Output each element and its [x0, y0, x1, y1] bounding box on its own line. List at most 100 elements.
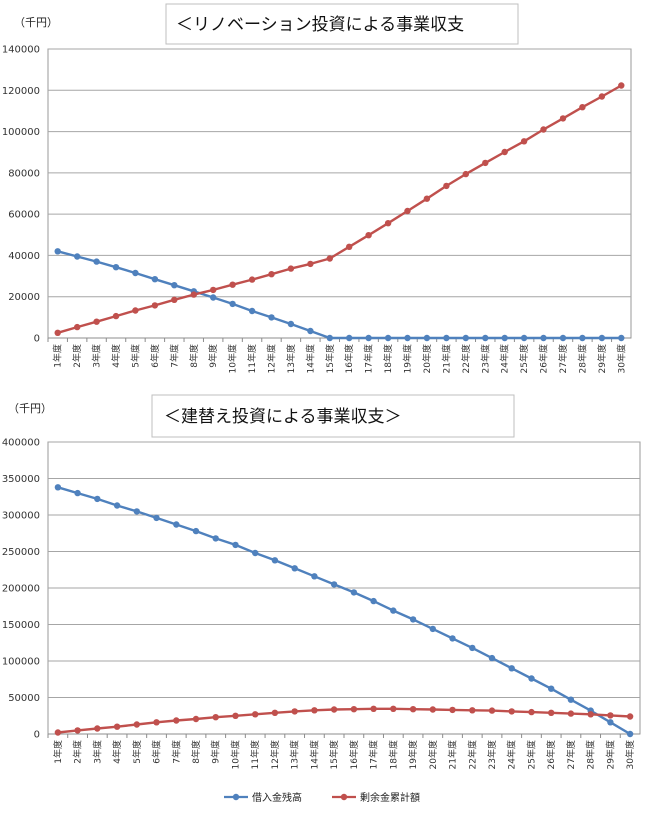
c1-y-tick-label: 80000: [8, 168, 40, 179]
c2-x-tick-label: 7年度: [170, 740, 182, 764]
c2-y-tick-label: 350000: [2, 474, 40, 485]
c1-series-0-point: [307, 327, 314, 335]
c2-series-1-point: [429, 706, 436, 713]
c2-series-0-point: [133, 508, 140, 515]
c1-series-0-point: [443, 334, 450, 342]
c2-series-0-point: [469, 644, 476, 652]
c1-x-tick-label: 16年度: [343, 344, 355, 373]
c2-series-1-point: [390, 705, 397, 712]
c1-series-0-point: [365, 334, 372, 342]
c1-series-0-point: [346, 334, 353, 342]
c1-series-1-point: [229, 281, 236, 288]
c2-y-tick-label: 150000: [2, 620, 40, 631]
c1-y-tick-label: 20000: [8, 292, 40, 303]
c2-y-tick-label: 50000: [8, 693, 40, 704]
c1-series-0-point: [54, 248, 61, 255]
c2-series-1-point: [370, 705, 377, 712]
c1-y-tick-label: 100000: [2, 127, 40, 138]
c2-series-1-point: [153, 719, 160, 726]
c2-series-1-point: [74, 727, 81, 734]
c1-series-1-point: [74, 323, 81, 331]
c1-series-0-point: [482, 334, 489, 342]
c1-series-1-point: [598, 93, 606, 100]
c1-series-0-point: [501, 334, 508, 342]
c1-series-0-point: [112, 264, 120, 271]
c1-x-tick-label: 14年度: [304, 344, 316, 373]
c1-x-tick-label: 7年度: [168, 344, 180, 368]
c1-x-tick-label: 18年度: [382, 344, 394, 373]
c2-series-line-0: [57, 486, 631, 736]
c1-series-1-point: [54, 329, 61, 336]
c2-series-0-point: [528, 675, 535, 682]
c1-series-0-point: [559, 334, 567, 342]
c1-x-tick-label: 6年度: [149, 344, 161, 368]
c2-series-0-point: [409, 616, 417, 623]
c1-series-0-point: [171, 282, 178, 289]
c2-series-0-point: [271, 557, 279, 564]
c1-plot-frame: [47, 48, 632, 339]
c2-series-0-point: [330, 581, 338, 588]
chart1-series: [54, 82, 625, 342]
c2-series-0-point: [429, 625, 436, 633]
c2-x-tick-label: 23年度: [486, 740, 498, 769]
c1-series-1-point: [171, 296, 178, 303]
c2-series-1-point: [587, 711, 594, 718]
c1-x-tick-label: 15年度: [324, 344, 336, 373]
c1-x-tick-label: 3年度: [91, 344, 103, 368]
chart1-title: ＜リノベーション投資による事業収支: [176, 15, 464, 35]
c2-x-tick-label: 29年度: [604, 740, 616, 769]
c2-series-0-point: [626, 730, 634, 738]
c1-x-tick-label: 4年度: [110, 344, 122, 368]
c2-x-tick-label: 27年度: [565, 740, 577, 769]
c1-series-1-point: [540, 126, 547, 133]
c1-series-1-point: [559, 115, 567, 122]
c1-series-1-point: [112, 312, 120, 320]
c1-x-tick-label: 23年度: [479, 344, 491, 373]
c1-series-1-point: [443, 182, 450, 190]
c2-series-0-point: [548, 685, 555, 692]
c2-series-1-point: [133, 721, 140, 728]
c2-series-0-point: [153, 514, 160, 522]
c2-series-0-point: [173, 521, 180, 528]
c2-x-tick-label: 14年度: [308, 740, 320, 769]
c1-series-0-point: [598, 334, 606, 342]
c1-series-1-point: [404, 207, 411, 215]
c1-series-1-point: [287, 265, 295, 272]
c1-series-1-point: [579, 104, 586, 111]
c1-series-1-point: [93, 318, 100, 325]
c2-series-1-point: [449, 706, 456, 714]
c2-series-1-point: [508, 708, 515, 715]
c2-x-tick-label: 8年度: [190, 740, 202, 764]
c2-x-tick-label: 5年度: [131, 740, 143, 764]
c2-series-1-point: [626, 713, 634, 720]
c1-series-0-point: [384, 334, 392, 342]
c1-x-tick-label: 22年度: [460, 344, 472, 373]
c2-x-tick-label: 1年度: [52, 740, 64, 764]
chart1-unit-label: （千円）: [14, 16, 58, 29]
c2-series-0-point: [54, 484, 62, 491]
c1-series-0-point: [462, 334, 469, 342]
c2-series-1-point: [54, 729, 62, 736]
legend-borrowing-label: 借入金残高: [252, 791, 302, 804]
c2-y-tick-label: 300000: [2, 511, 40, 522]
c1-series-0-point: [132, 269, 139, 277]
c2-x-tick-label: 26年度: [545, 740, 557, 769]
c2-y-tick-label: 250000: [2, 547, 40, 558]
c1-series-1-point: [618, 82, 625, 89]
c1-series-1-point: [501, 148, 508, 156]
c2-series-1-point: [567, 710, 575, 717]
c2-series-1-point: [607, 712, 614, 719]
c2-x-tick-label: 12年度: [269, 740, 281, 769]
c2-x-tick-label: 10年度: [229, 740, 241, 769]
c2-series-1-point: [252, 711, 259, 718]
c1-series-1-point: [151, 302, 159, 309]
c1-series-1-point: [132, 307, 139, 314]
c2-x-tick-label: 15年度: [328, 740, 340, 769]
c2-series-0-point: [113, 502, 121, 509]
c2-y-tick-label: 100000: [2, 657, 40, 668]
c2-series-0-point: [370, 597, 377, 605]
c2-x-tick-label: 20年度: [427, 740, 439, 769]
c1-x-tick-label: 13年度: [285, 344, 297, 373]
c1-series-0-point: [404, 334, 411, 342]
c1-x-tick-label: 24年度: [499, 344, 511, 373]
